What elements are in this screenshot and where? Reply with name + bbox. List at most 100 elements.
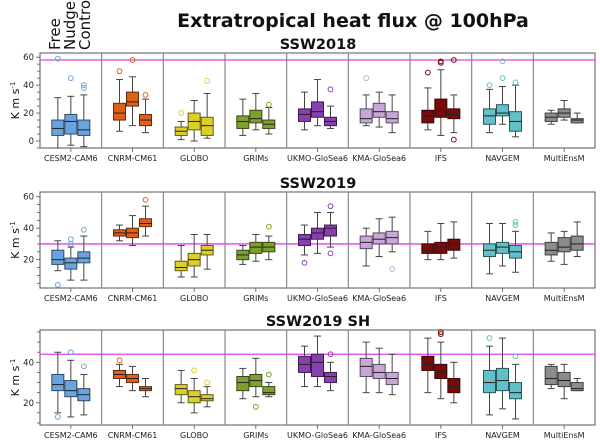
model-group: CNRM-CM61	[108, 57, 157, 163]
box-body	[51, 249, 65, 265]
box-control	[262, 371, 276, 398]
box-control	[77, 226, 91, 281]
x-tick-label: KMA-GloSea6	[352, 431, 406, 440]
box-free	[421, 230, 435, 261]
x-tick-label: CNRM-CM61	[108, 294, 158, 303]
outlier-point	[67, 349, 74, 356]
panel-title: SSW2018	[280, 37, 357, 53]
model-group: CESM2-CAM6	[44, 349, 98, 440]
outlier-point	[129, 57, 136, 63]
box-control	[262, 223, 276, 261]
outlier-point	[301, 259, 308, 266]
box-body	[174, 384, 188, 396]
outlier-point	[486, 82, 493, 89]
box-body	[557, 237, 571, 253]
box-body	[359, 108, 373, 124]
outlier-point	[486, 335, 493, 341]
box-body	[51, 373, 65, 392]
box-body	[249, 241, 263, 254]
box-free	[236, 367, 250, 400]
outlier-point	[499, 75, 506, 82]
outlier-point	[327, 250, 334, 257]
box-body	[174, 260, 188, 272]
box-body	[483, 369, 496, 394]
box-nudged	[64, 236, 78, 281]
outlier-point	[142, 196, 149, 203]
model-group: NAVGEM	[483, 335, 522, 440]
x-tick-label: CNRM-CM61	[108, 431, 158, 440]
box-nudged	[126, 365, 139, 392]
model-group: KMA-GloSea6	[352, 216, 406, 303]
x-tick-label: IFS	[435, 431, 447, 440]
outlier-point	[116, 68, 123, 75]
box-body	[372, 102, 386, 118]
outlier-point	[265, 101, 272, 108]
outlier-point	[327, 203, 334, 210]
x-tick-label: GRIMs	[243, 294, 268, 303]
box-body	[570, 235, 584, 251]
box-control	[447, 57, 461, 143]
model-group: CESM2-CAM6	[44, 55, 98, 163]
legend-entry-free: Free	[46, 18, 64, 50]
box-body	[51, 119, 65, 136]
model-group: GRIMs	[236, 223, 276, 303]
x-tick-label: IFS	[435, 294, 447, 303]
outlier-point	[512, 219, 519, 225]
box-nudged	[126, 215, 139, 247]
box-body	[434, 98, 448, 118]
box-control	[570, 221, 584, 258]
model-group: GLOBO	[174, 367, 214, 440]
box-control	[509, 219, 522, 273]
box-body	[496, 367, 509, 392]
box-body	[324, 224, 337, 237]
model-group: MultiEnsM	[544, 221, 585, 303]
box-body	[64, 257, 78, 270]
box-body	[372, 363, 386, 380]
box-free	[483, 222, 496, 275]
outlier-point	[265, 223, 272, 230]
outlier-point	[204, 379, 211, 386]
model-group: UKMO-GloSea6	[287, 335, 348, 440]
box-body	[77, 251, 91, 264]
box-body	[483, 108, 496, 125]
box-body	[421, 109, 435, 124]
box-body	[544, 241, 558, 256]
box-control	[570, 112, 584, 124]
box-nudged	[372, 91, 386, 128]
box-body	[421, 355, 435, 371]
panel-1: SSW2018 0 20 40 60 K m s-1 CESM2-CAM6 CNRM-CM61…	[9, 37, 596, 163]
box-control	[570, 378, 584, 392]
box-control	[139, 378, 152, 398]
x-tick-label: CESM2-CAM6	[44, 294, 98, 303]
x-tick-label: UKMO-GloSea6	[287, 154, 348, 163]
x-tick-label: CESM2-CAM6	[44, 154, 98, 163]
model-group: UKMO-GloSea6	[287, 203, 348, 303]
outlier-point	[252, 403, 259, 410]
box-control	[509, 79, 522, 138]
box-body	[311, 353, 324, 377]
outlier-point	[327, 86, 334, 93]
box-body	[385, 111, 399, 124]
box-body	[372, 232, 386, 245]
box-body	[77, 119, 91, 136]
model-group: CNRM-CM61	[108, 196, 158, 303]
y-axis-label: K m s-1	[9, 359, 22, 397]
box-nudged	[557, 100, 571, 121]
y-axis-label: K m s-1	[9, 221, 22, 259]
outlier-point	[450, 136, 457, 143]
box-nudged	[434, 58, 448, 136]
box-nudged	[64, 75, 78, 146]
x-tick-label: MultiEnsM	[544, 431, 585, 440]
box-body	[311, 227, 324, 240]
x-tick-label: CESM2-CAM6	[44, 431, 98, 440]
box-free	[113, 357, 126, 388]
box-control	[447, 361, 461, 404]
box-body	[139, 218, 152, 228]
box-free	[421, 337, 435, 394]
box-free	[421, 69, 435, 131]
outlier-point	[424, 69, 431, 76]
box-control	[385, 216, 399, 273]
box-control	[262, 101, 276, 135]
box-body	[434, 241, 448, 254]
box-nudged	[126, 57, 139, 127]
